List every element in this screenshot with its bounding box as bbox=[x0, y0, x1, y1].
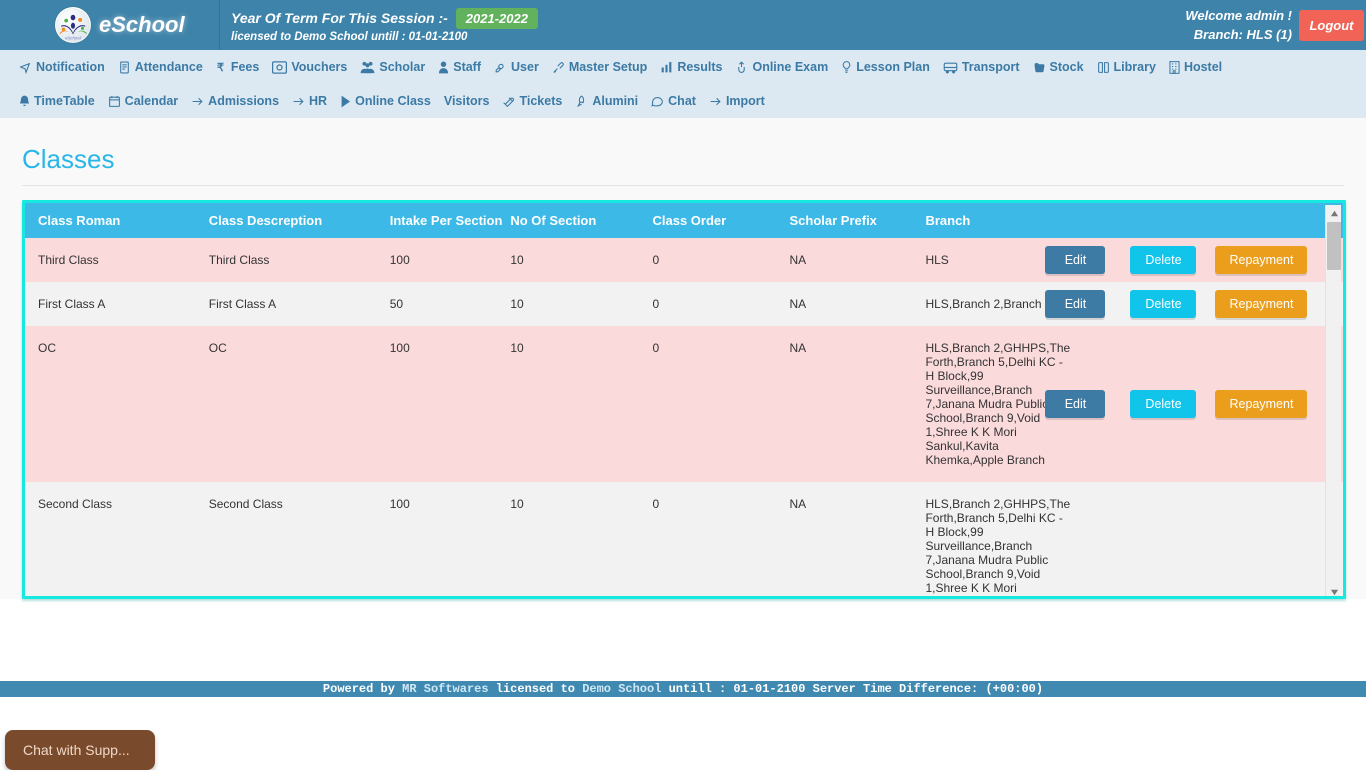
svg-text:eSchool: eSchool bbox=[65, 35, 82, 40]
svg-text:₹: ₹ bbox=[217, 61, 224, 73]
